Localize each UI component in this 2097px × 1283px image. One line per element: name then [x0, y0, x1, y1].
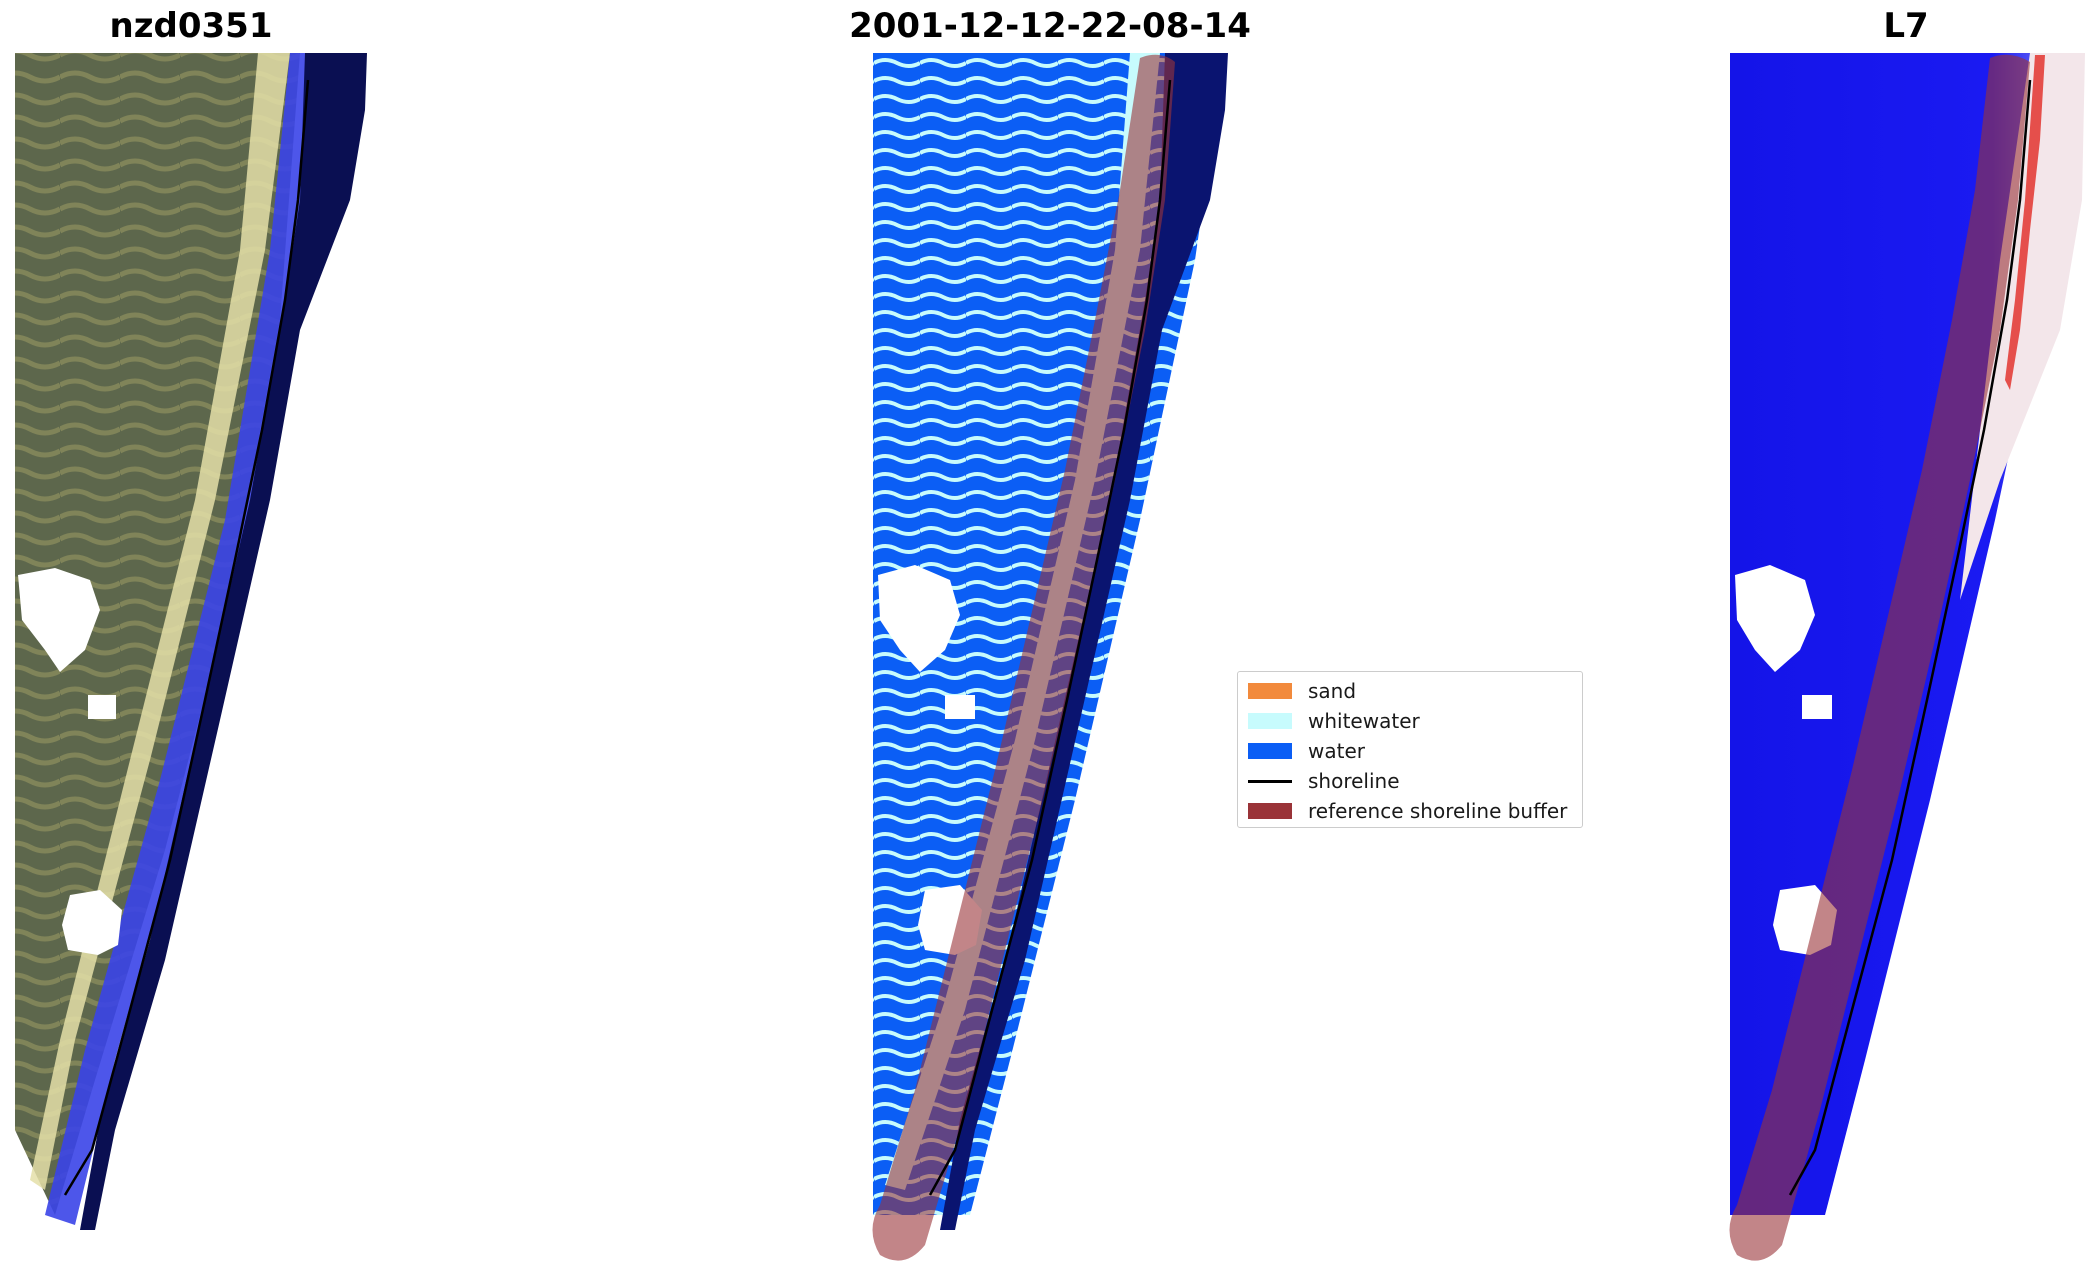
legend: sand whitewater water shoreline referenc…	[1237, 671, 1583, 828]
rgb-cloud-hole	[62, 890, 122, 955]
panel-title-rgb: nzd0351	[109, 6, 273, 46]
panel-title-mndwi: L7	[1883, 6, 1929, 46]
legend-label: reference shoreline buffer	[1308, 799, 1568, 823]
legend-label: water	[1308, 739, 1365, 763]
rgb-shoreline	[63, 79, 310, 1196]
legend-swatch-buffer	[1248, 803, 1292, 819]
mndwi-shoreline	[1788, 79, 2032, 1196]
mndwi-land-area	[1960, 53, 2085, 600]
classified-shoreline	[928, 79, 1172, 1196]
legend-swatch-water	[1248, 743, 1292, 759]
legend-item-shoreline: shoreline	[1248, 769, 1400, 793]
legend-item-whitewater: whitewater	[1248, 709, 1420, 733]
legend-swatch-sand	[1248, 683, 1292, 699]
legend-item-sand: sand	[1248, 679, 1356, 703]
rgb-cloud-hole	[18, 568, 100, 672]
legend-label: whitewater	[1308, 709, 1420, 733]
panel-title-classified: 2001-12-12-22-08-14	[849, 6, 1251, 46]
mndwi-cloud-hole	[1735, 565, 1815, 672]
classified-shoreline-buffer	[872, 54, 1175, 1261]
legend-label: shoreline	[1308, 769, 1400, 793]
rgb-cloud-hole	[88, 695, 116, 719]
mndwi-cloud-hole	[1802, 695, 1832, 719]
legend-item-buffer: reference shoreline buffer	[1248, 799, 1567, 823]
classified-cloud-hole	[878, 565, 960, 672]
mndwi-shoreline-buffer	[1729, 54, 2030, 1261]
classified-cloud-hole	[945, 695, 975, 719]
rgb-nearshore-water	[45, 53, 320, 1225]
legend-swatch-whitewater	[1248, 713, 1292, 729]
legend-item-water: water	[1248, 739, 1365, 763]
rgb-dark-land	[80, 53, 367, 1230]
mndwi-land-edge	[2005, 55, 2045, 390]
legend-line-shoreline	[1248, 779, 1292, 783]
legend-label: sand	[1308, 679, 1357, 703]
